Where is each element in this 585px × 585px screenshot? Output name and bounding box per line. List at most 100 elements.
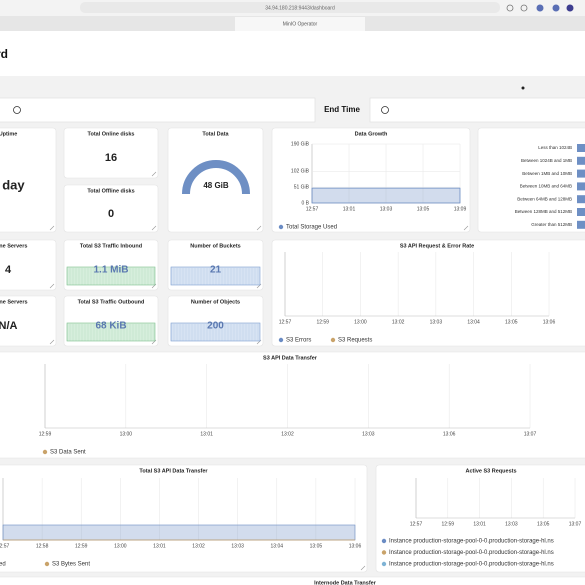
legend-swatch bbox=[330, 337, 336, 343]
legend-label: S3 Bytes Received bbox=[0, 562, 6, 568]
x-tick-label: 12:57 bbox=[410, 521, 423, 527]
icon[interactable] bbox=[520, 4, 528, 12]
card bbox=[63, 184, 159, 233]
legend-swatch bbox=[42, 449, 48, 455]
x-tick-label: 13:03 bbox=[380, 206, 393, 212]
card bbox=[0, 576, 585, 585]
x-tick-label: 12:59 bbox=[39, 431, 52, 437]
resize-handle bbox=[256, 339, 262, 345]
resize-handle bbox=[151, 283, 157, 289]
card bbox=[0, 351, 585, 459]
card bbox=[0, 464, 368, 573]
x-tick-label: 13:05 bbox=[417, 206, 430, 212]
stat-value: 1.1 MiB bbox=[93, 265, 128, 276]
x-tick-label: 13:03 bbox=[231, 543, 244, 549]
end-time-input[interactable] bbox=[369, 97, 585, 123]
size-bar bbox=[577, 182, 585, 191]
legend-label: S3 Errors bbox=[286, 338, 311, 344]
x-tick-label: 13:04 bbox=[467, 319, 480, 325]
x-tick-label: 13:00 bbox=[120, 431, 133, 437]
resize-handle bbox=[256, 225, 262, 231]
x-tick-label: 13:07 bbox=[569, 521, 582, 527]
size-label: Between 128MB and 512MB bbox=[515, 209, 572, 214]
size-bar bbox=[577, 169, 585, 178]
chart-title: Data Growth bbox=[355, 131, 388, 137]
x-tick-label: 13:09 bbox=[454, 206, 467, 212]
card bbox=[0, 239, 57, 291]
x-tick-label: 13:04 bbox=[271, 543, 284, 549]
card bbox=[63, 127, 159, 179]
x-tick-label: 13:01 bbox=[153, 543, 166, 549]
area bbox=[2, 524, 356, 541]
url: 34.94.180.218:9443/dashboard bbox=[265, 5, 335, 11]
x-tick-label: 12:58 bbox=[36, 543, 49, 549]
stat-label: Number of Buckets bbox=[190, 243, 240, 249]
x-tick-label: 13:02 bbox=[192, 543, 205, 549]
resize-handle bbox=[49, 339, 55, 345]
x-tick-label: 13:06 bbox=[443, 431, 456, 437]
resize-handle bbox=[49, 283, 55, 289]
cursor bbox=[521, 86, 525, 90]
icon[interactable] bbox=[536, 4, 544, 12]
card bbox=[375, 464, 585, 573]
stat-value: 4 bbox=[5, 264, 12, 276]
legend-label: Instance production-storage-pool-0-0.pro… bbox=[389, 539, 554, 545]
resize-handle bbox=[360, 565, 366, 571]
legend-swatch bbox=[44, 561, 50, 567]
x-tick-label: 13:02 bbox=[281, 431, 294, 437]
legend-swatch bbox=[278, 337, 284, 343]
icon[interactable] bbox=[552, 4, 560, 12]
y-tick-label: 190 GiB bbox=[291, 141, 310, 147]
size-bar bbox=[577, 208, 585, 216]
size-label: Less than 1024B bbox=[538, 145, 572, 150]
x-tick-label: 13:00 bbox=[114, 543, 127, 549]
legend-label: S3 Requests bbox=[338, 338, 372, 344]
legend-label: Instance production-storage-pool-0-0.pro… bbox=[389, 562, 554, 568]
address-bar[interactable] bbox=[80, 2, 500, 13]
x-tick-label: 13:05 bbox=[537, 521, 550, 527]
legend-swatch bbox=[381, 538, 387, 544]
size-label: Between 64MB and 128MB bbox=[517, 196, 572, 201]
x-tick-label: 13:05 bbox=[310, 543, 323, 549]
stat-label: Total Online disks bbox=[88, 131, 135, 137]
legend-label: S3 Bytes Sent bbox=[52, 562, 90, 568]
x-tick-label: 12:57 bbox=[0, 543, 9, 549]
x-tick-label: 12:59 bbox=[442, 521, 455, 527]
x-tick-label: 13:03 bbox=[505, 521, 518, 527]
tab[interactable] bbox=[235, 17, 365, 31]
stat-value: 21 bbox=[210, 265, 222, 276]
stat-label: Offline Servers bbox=[0, 299, 28, 305]
icon[interactable] bbox=[506, 4, 514, 12]
card bbox=[271, 239, 585, 347]
chart-title: S3 API Data Transfer bbox=[263, 355, 318, 361]
resize-handle bbox=[463, 225, 469, 231]
x-tick-label: 13:00 bbox=[354, 319, 367, 325]
x-tick-label: 12:59 bbox=[316, 319, 329, 325]
card bbox=[167, 127, 264, 233]
stat-label: Total Offline disks bbox=[87, 188, 134, 194]
stat-value: 1 day bbox=[0, 177, 25, 192]
end-time-label: End Time bbox=[324, 105, 360, 114]
x-tick-label: 13:02 bbox=[392, 319, 405, 325]
stat-value: 16 bbox=[105, 152, 117, 164]
size-label: Between 1024B and 1MB bbox=[521, 158, 572, 163]
size-bar bbox=[577, 195, 585, 204]
legend-swatch bbox=[381, 561, 387, 567]
card bbox=[271, 127, 471, 233]
area bbox=[311, 187, 461, 204]
chart-title: S3 API Request & Error Rate bbox=[400, 243, 474, 249]
start-time-input[interactable] bbox=[0, 97, 316, 123]
stat-label: Total Data bbox=[202, 131, 229, 137]
size-label: Between 10MB and 64MB bbox=[520, 184, 572, 189]
x-tick-label: 13:05 bbox=[505, 319, 518, 325]
stat-label: Number of Objects bbox=[191, 299, 240, 305]
stat-value: 48 GiB bbox=[203, 181, 229, 190]
legend-label: Total Storage Used bbox=[286, 225, 337, 231]
clock-icon bbox=[381, 106, 389, 114]
icon[interactable] bbox=[566, 4, 574, 12]
size-bar bbox=[577, 156, 585, 165]
resize-handle bbox=[49, 225, 55, 231]
resize-handle bbox=[256, 283, 262, 289]
page-title: Dashboard bbox=[0, 47, 8, 61]
tab-title: MinIO Operator bbox=[283, 21, 318, 27]
